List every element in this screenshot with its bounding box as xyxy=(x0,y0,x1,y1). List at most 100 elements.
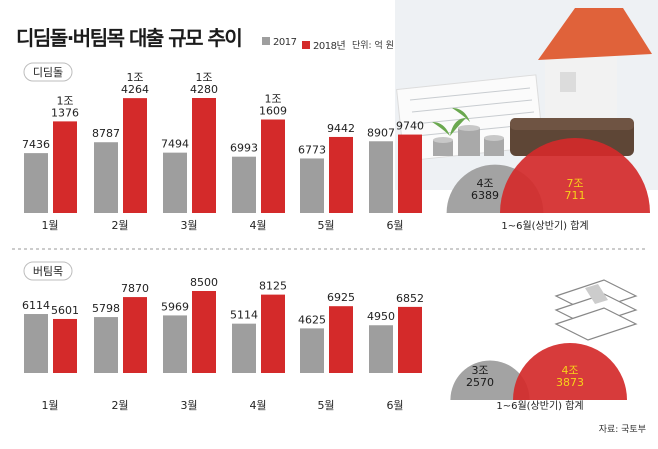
bar-label-1-1-4: 6925 xyxy=(327,291,355,304)
bar-label-1-0-3: 5114 xyxy=(230,309,258,322)
bar-0-1-4 xyxy=(329,136,353,213)
total-label-2017-0-line-0: 4조 xyxy=(476,177,493,190)
bar-label-0-0-1-line-0: 8787 xyxy=(92,127,120,140)
legend-swatch-2018 xyxy=(302,41,310,49)
total-label-2017-0: 4조 6389 xyxy=(471,177,499,202)
bar-label-1-1-3-line-0: 8125 xyxy=(259,280,287,293)
total-circle-2018-0 xyxy=(500,138,650,213)
bar-label-0-1-5-line-0: 9740 xyxy=(396,120,424,133)
bar-label-0-1-0-line-0: 1조 xyxy=(56,94,73,107)
total-label-2018-1-line-0: 4조 xyxy=(561,364,578,377)
tick-label-0-3-line-0: 4월 xyxy=(249,219,266,232)
panel-title-1: 버팀목 xyxy=(33,265,63,278)
tick-label-1-3-line-0: 4월 xyxy=(249,399,266,412)
tick-label-1-4-line-0: 5월 xyxy=(317,399,334,412)
total-caption-0: 1~6월(상반기) 합계 xyxy=(501,220,588,232)
bar-1-0-2 xyxy=(163,315,187,373)
legend-item-2017: 2017 xyxy=(262,37,297,48)
bar-label-1-1-5: 6852 xyxy=(396,292,424,305)
tick-label-0-4: 5월 xyxy=(317,219,334,232)
bar-1-1-5 xyxy=(398,306,422,373)
bar-label-0-1-0-line-1: 1376 xyxy=(51,106,79,119)
house-body-icon xyxy=(545,56,617,118)
bar-0-0-3 xyxy=(232,156,256,213)
bar-label-1-0-0: 6114 xyxy=(22,299,50,312)
panel-title-0: 디딤돌 xyxy=(33,66,63,79)
total-caption-1: 1~6월(상반기) 합계 xyxy=(496,400,583,412)
tick-label-0-3: 4월 xyxy=(249,219,266,232)
total-label-2017-1-line-1: 2570 xyxy=(466,376,494,389)
bar-1-0-3 xyxy=(232,323,256,373)
bar-0-1-2 xyxy=(192,98,216,213)
tick-label-0-2: 3월 xyxy=(180,219,197,232)
tick-label-0-5: 6월 xyxy=(386,219,403,232)
bar-label-0-0-1: 8787 xyxy=(92,127,120,140)
tick-label-0-1-line-0: 2월 xyxy=(111,219,128,232)
house-window-icon xyxy=(560,72,576,92)
wallet-flap-icon xyxy=(510,118,634,130)
sprout-icon xyxy=(432,108,470,136)
document-lines xyxy=(409,87,537,137)
legend-label-2018: 2018년 xyxy=(313,41,346,52)
bar-label-1-1-3: 8125 xyxy=(259,280,287,293)
bar-0-0-1 xyxy=(94,142,118,213)
tick-label-0-1: 2월 xyxy=(111,219,128,232)
tick-label-1-4: 5월 xyxy=(317,399,334,412)
bar-label-0-1-3: 1조 1609 xyxy=(259,93,287,118)
bar-label-1-0-1-line-0: 5798 xyxy=(92,302,120,315)
bar-0-0-0 xyxy=(24,153,48,213)
total-label-2018-1-line-1: 3873 xyxy=(556,376,584,389)
bar-0-1-0 xyxy=(53,121,77,213)
tick-label-1-1-line-0: 2월 xyxy=(111,399,128,412)
bar-label-0-0-3: 6993 xyxy=(230,142,258,155)
total-label-2017-1: 3조 2570 xyxy=(466,364,494,389)
bar-0-1-1 xyxy=(123,98,147,213)
bar-1-0-0 xyxy=(24,314,48,373)
total-circle-2017-1 xyxy=(450,360,530,400)
source-credit: 자료: 국토부 xyxy=(598,425,646,435)
tick-label-1-0: 1월 xyxy=(41,399,58,412)
bar-label-0-1-4-line-0: 9442 xyxy=(327,122,355,135)
bar-label-1-0-4: 4625 xyxy=(298,313,326,326)
panel-title-pill-1 xyxy=(23,261,73,281)
total-label-2018-1: 4조 3873 xyxy=(556,364,584,389)
bar-1-1-4 xyxy=(329,306,353,373)
bar-label-0-0-5-line-0: 8907 xyxy=(367,126,395,139)
bar-label-1-1-4-line-0: 6925 xyxy=(327,291,355,304)
bar-label-1-0-1: 5798 xyxy=(92,302,120,315)
bar-label-0-1-3-line-0: 1조 xyxy=(264,93,281,106)
bar-label-0-1-1: 1조 4264 xyxy=(121,71,149,96)
bar-label-0-1-2-line-1: 4280 xyxy=(190,83,218,96)
bar-label-1-1-5-line-0: 6852 xyxy=(396,292,424,305)
bar-0-0-4 xyxy=(300,158,324,213)
bar-label-0-1-1-line-0: 1조 xyxy=(126,71,143,84)
panel-title-0-line-0: 디딤돌 xyxy=(33,66,63,79)
total-label-2017-0-line-1: 6389 xyxy=(471,189,499,202)
tick-label-0-4-line-0: 5월 xyxy=(317,219,334,232)
bar-label-0-1-0: 1조 1376 xyxy=(51,94,79,119)
house-roof-icon xyxy=(538,8,652,60)
bar-label-0-1-5: 9740 xyxy=(396,120,424,133)
bar-label-1-1-1-line-0: 7870 xyxy=(121,282,149,295)
bar-label-0-0-0-line-0: 7436 xyxy=(22,138,50,151)
bar-label-1-1-2-line-0: 8500 xyxy=(190,276,218,289)
bar-label-1-0-4-line-0: 4625 xyxy=(298,313,326,326)
legend-item-2018: 2018년 xyxy=(302,37,346,52)
bar-label-1-1-2: 8500 xyxy=(190,276,218,289)
total-circle-2018-1 xyxy=(513,343,627,400)
bar-label-0-1-2-line-0: 1조 xyxy=(195,71,212,84)
unit-label: 단위: 억 원 xyxy=(352,41,394,51)
legend-swatch-2017 xyxy=(262,37,270,45)
tick-label-0-2-line-0: 3월 xyxy=(180,219,197,232)
tick-label-0-0: 1월 xyxy=(41,219,58,232)
bar-0-0-2 xyxy=(163,152,187,213)
bar-label-1-0-2-line-0: 5969 xyxy=(161,300,189,313)
total-label-2018-0-line-1: 711 xyxy=(565,189,586,202)
panel-title-pill-0 xyxy=(23,62,73,82)
bar-label-1-0-2: 5969 xyxy=(161,300,189,313)
bar-0-0-5 xyxy=(369,141,393,213)
bar-1-0-4 xyxy=(300,328,324,373)
bar-label-1-1-1: 7870 xyxy=(121,282,149,295)
